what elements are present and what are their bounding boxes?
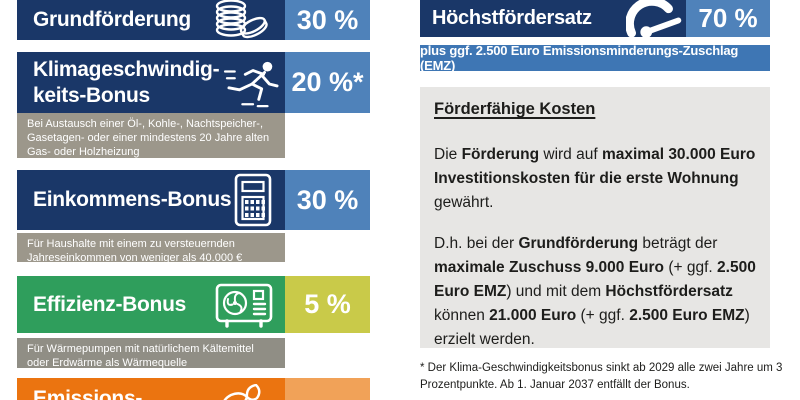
row-title: Einkommens-Bonus	[33, 188, 232, 211]
row-klimageschwindigkeits-bonus: Klimageschwindig- keits-Bonus	[17, 52, 285, 113]
row-title: Grundförderung	[33, 8, 191, 31]
calculator-icon	[233, 173, 273, 227]
eligible-costs-paragraph-2: D.h. bei der Grundförderung beträgt der …	[434, 235, 756, 348]
eligible-costs-panel: Förderfähige Kosten Die Förderung wird a…	[420, 87, 770, 348]
row-klimageschwindigkeits-bonus-note: Bei Austausch einer Öl-, Kohle-, Nachtsp…	[17, 113, 285, 158]
row-einkommens-bonus-note: Für Haushalte mit einem zu versteuernden…	[17, 233, 285, 264]
row-grundfoerderung: Grundförderung	[17, 0, 285, 40]
climate-bonus-footnote: * Der Klima-Geschwindigkeitsbonus sinkt …	[420, 362, 783, 391]
header-title: Höchstfördersatz	[432, 7, 592, 29]
row-emissions-bonus: Emissions-	[17, 378, 285, 400]
leaf-icon	[219, 384, 263, 400]
emz-surcharge-bar: plus ggf. 2.500 Euro Emissionsminderungs…	[420, 43, 770, 73]
runner-icon	[223, 58, 283, 110]
eligible-costs-heading: Förderfähige Kosten	[434, 100, 596, 118]
row-einkommens-bonus-value: 30 %	[285, 170, 370, 230]
hoechstfoerdersatz-value: 70 %	[686, 0, 770, 37]
gauge-icon	[626, 0, 682, 37]
coins-icon	[209, 0, 271, 40]
hoechstfoerdersatz-header: Höchstfördersatz	[420, 0, 686, 37]
row-einkommens-bonus: Einkommens-Bonus	[17, 170, 285, 230]
eligible-costs-paragraph-1: Die Förderung wird auf maximal 30.000 Eu…	[434, 146, 756, 211]
row-title: Klimageschwindig- keits-Bonus	[33, 57, 220, 107]
row-effizienz-bonus: Effizienz-Bonus	[17, 276, 285, 333]
row-emissions-bonus-value	[285, 378, 370, 400]
row-effizienz-bonus-note: Für Wärmepumpen mit natürlichem Kältemit…	[17, 338, 285, 369]
row-effizienz-bonus-value: 5 %	[285, 276, 370, 333]
row-title: Emissions-	[33, 387, 143, 400]
row-klimageschwindigkeits-bonus-value: 20 %*	[285, 52, 370, 113]
row-grundfoerderung-value: 30 %	[285, 0, 370, 40]
heatpump-icon	[215, 281, 273, 329]
row-title: Effizienz-Bonus	[33, 292, 186, 316]
